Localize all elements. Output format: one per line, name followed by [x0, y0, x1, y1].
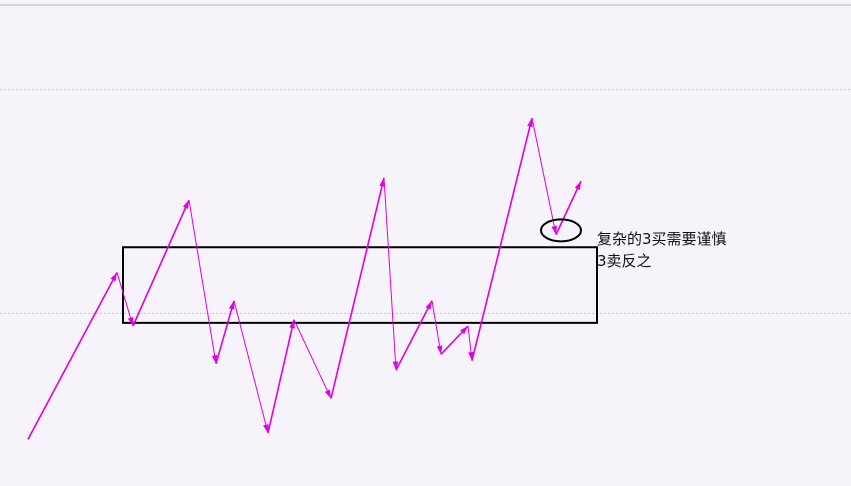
segment-0 — [27, 272, 118, 440]
arrowhead-0 — [110, 272, 117, 282]
grid-layer — [0, 89, 851, 314]
annotation-line-2: 3卖反之 — [597, 252, 652, 270]
arrowhead-12 — [460, 326, 468, 335]
segment-16 — [555, 180, 582, 235]
arrowhead-7 — [324, 389, 331, 399]
segment-11 — [431, 300, 442, 355]
arrowhead-9 — [392, 361, 399, 371]
arrowhead-8 — [379, 177, 385, 187]
arrowhead-1 — [127, 317, 134, 326]
annotation-line-1: 复杂的3买需要谨慎 — [597, 230, 727, 248]
arrowhead-4 — [228, 300, 235, 310]
arrowhead-11 — [436, 345, 443, 355]
arrowhead-14 — [527, 118, 533, 128]
segment-8 — [330, 177, 385, 399]
arrowhead-6 — [289, 319, 295, 329]
segment-3 — [188, 199, 217, 364]
arrowhead-2 — [182, 200, 189, 209]
segment-10 — [395, 300, 433, 371]
segment-5 — [233, 300, 269, 434]
arrowhead-10 — [425, 300, 432, 310]
arrowhead-16 — [574, 181, 581, 191]
arrowhead-15 — [551, 225, 558, 235]
segment-1 — [116, 272, 134, 327]
arrowhead-5 — [263, 424, 269, 434]
segment-2 — [132, 199, 190, 327]
top-border — [0, 4, 851, 6]
highlight-ellipse — [540, 218, 582, 243]
marker-layer — [540, 218, 582, 243]
segment-15 — [531, 117, 557, 235]
segment-6 — [267, 319, 295, 434]
segment-4 — [215, 300, 235, 365]
segment-14 — [471, 117, 533, 361]
segment-7 — [293, 319, 332, 399]
series-layer — [27, 117, 582, 440]
zone-layer — [122, 246, 598, 324]
zone-box — [122, 246, 598, 324]
segment-9 — [383, 177, 397, 371]
